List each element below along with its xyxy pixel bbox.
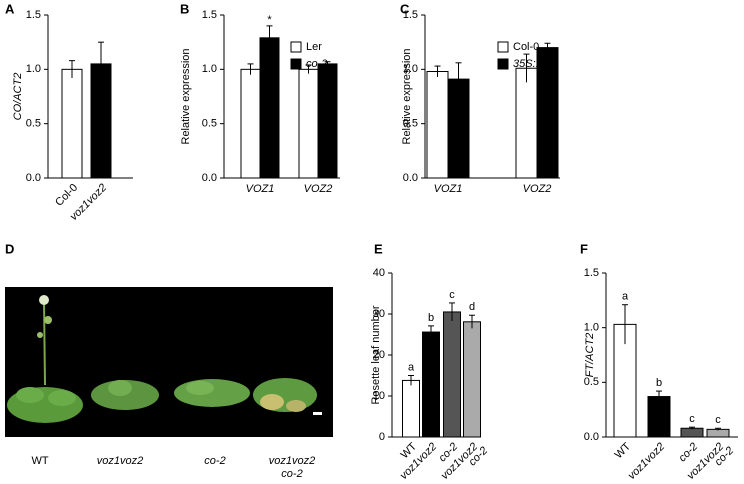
- photo-label: co-2: [281, 468, 302, 480]
- x-tick-label: VOZ1: [434, 183, 463, 195]
- photo-label: voz1voz2: [97, 455, 143, 467]
- photo-label: voz1voz2: [269, 455, 315, 467]
- legend-swatch: [497, 41, 509, 53]
- y-tick-label: 10: [373, 390, 385, 402]
- significance-letter: c: [449, 289, 455, 301]
- x-tick-label: VOZ2: [523, 183, 552, 195]
- y-axis-label: FT/ACT2: [584, 333, 596, 378]
- bar: [463, 321, 481, 438]
- y-tick-label: 1.0: [202, 63, 217, 75]
- y-tick-label: 1.5: [202, 9, 217, 21]
- panel-label: F: [580, 241, 588, 256]
- bar: [317, 63, 338, 179]
- bar: [240, 68, 261, 179]
- bar: [422, 331, 440, 438]
- bar: [647, 396, 671, 438]
- y-tick-label: 40: [373, 267, 385, 279]
- x-tick-label: voz1voz2: [626, 441, 667, 482]
- legend-swatch: [497, 58, 509, 70]
- panel-label: A: [5, 1, 15, 16]
- panel-label: E: [374, 241, 383, 256]
- x-tick-label: WT: [613, 440, 634, 461]
- bar: [515, 67, 538, 179]
- y-tick-label: 1.0: [584, 322, 599, 334]
- significance-letter: a: [408, 361, 415, 373]
- annotation: *: [267, 14, 272, 26]
- significance-letter: d: [469, 301, 475, 313]
- y-tick-label: 1.0: [403, 63, 418, 75]
- y-tick-label: 1.5: [26, 9, 41, 21]
- y-tick-label: 1.5: [584, 267, 599, 279]
- x-tick-label: Col-0: [53, 182, 80, 209]
- y-tick-label: 0.5: [403, 118, 418, 130]
- significance-letter: c: [689, 413, 695, 425]
- bar: [259, 37, 280, 179]
- photo-label: co-2: [204, 455, 225, 467]
- x-tick-label: VOZ2: [304, 183, 333, 195]
- y-axis-label: Relative expression: [180, 49, 192, 145]
- legend-label: Col-0: [513, 41, 539, 53]
- y-tick-label: 0: [379, 431, 385, 443]
- y-tick-label: 30: [373, 308, 385, 320]
- y-tick-label: 0.5: [584, 376, 599, 388]
- photo: [5, 287, 333, 437]
- panel-label: D: [5, 241, 14, 256]
- y-tick-label: 0.0: [403, 172, 418, 184]
- legend-label: 35S::CO: [513, 58, 556, 70]
- legend-swatch: [290, 41, 302, 53]
- significance-letter: b: [656, 377, 662, 389]
- y-axis-label: Relative expression: [401, 49, 413, 145]
- significance-letter: b: [428, 312, 434, 324]
- y-tick-label: 0.0: [202, 172, 217, 184]
- photo-label: WT: [31, 455, 48, 467]
- bar: [426, 71, 449, 179]
- bar: [61, 68, 83, 179]
- y-tick-label: 1.5: [403, 9, 418, 21]
- y-tick-label: 0.5: [26, 118, 41, 130]
- significance-letter: a: [622, 291, 629, 303]
- bar: [298, 68, 319, 179]
- significance-letter: c: [715, 414, 721, 426]
- y-tick-label: 0.5: [202, 118, 217, 130]
- y-tick-label: 0.0: [26, 172, 41, 184]
- bar: [680, 427, 704, 438]
- panel-label: B: [180, 1, 189, 16]
- y-tick-label: 0.0: [584, 431, 599, 443]
- panel-label: C: [400, 1, 410, 16]
- bar: [443, 311, 461, 438]
- y-axis-label: Rosette leaf number: [370, 305, 382, 404]
- bar: [706, 428, 730, 438]
- bar: [402, 379, 420, 438]
- y-tick-label: 1.0: [26, 63, 41, 75]
- x-tick-label: VOZ1: [246, 183, 275, 195]
- legend-label: co-2: [306, 58, 327, 70]
- legend-swatch: [290, 58, 302, 70]
- y-axis-label: CO/ACT2: [12, 73, 24, 121]
- y-tick-label: 20: [373, 349, 385, 361]
- legend-label: Ler: [306, 41, 322, 53]
